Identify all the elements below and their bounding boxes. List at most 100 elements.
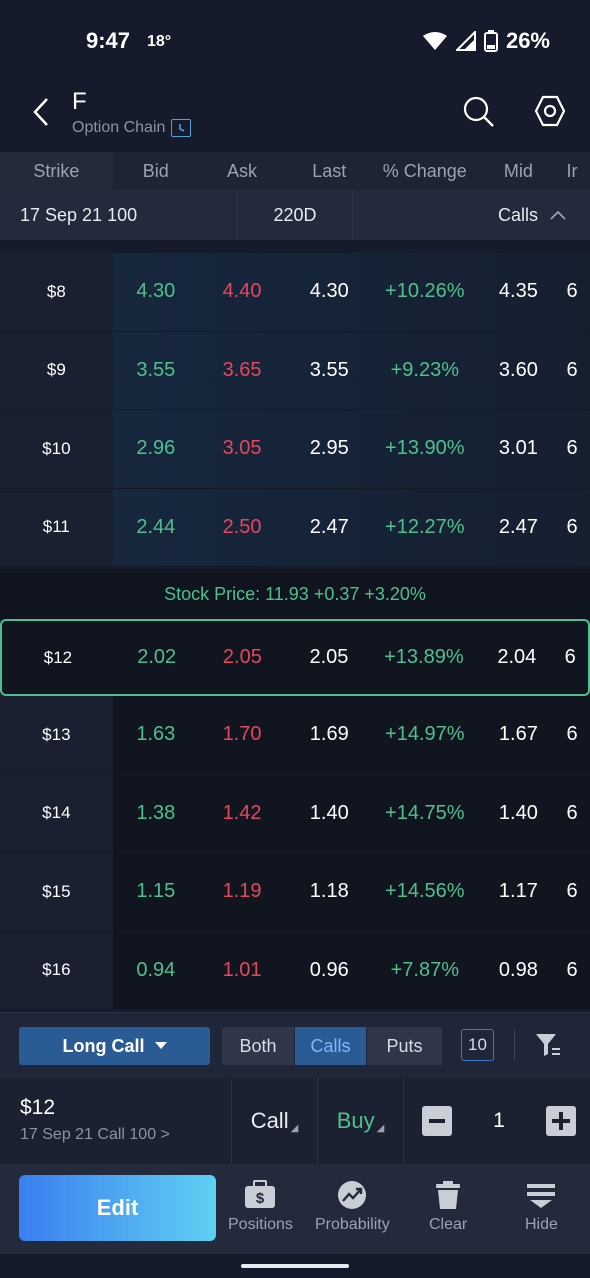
- plus-button[interactable]: [546, 1106, 576, 1136]
- table-row[interactable]: $9 3.55 3.65 3.55 +9.23% 3.60 6: [0, 331, 590, 410]
- chevron-left-icon: [33, 98, 48, 126]
- otm-rows: $13 1.63 1.70 1.69 +14.97% 1.67 6 $14 1.…: [0, 696, 590, 1010]
- cell-ask: 2.50: [222, 515, 262, 538]
- cell-iv: 6: [566, 358, 578, 381]
- cell-bid: 2.44: [136, 515, 176, 538]
- edit-button[interactable]: Edit: [19, 1175, 216, 1241]
- order-ticket: $12 17 Sep 21 Call 100 > Call ◢ Buy ◢ 1: [0, 1078, 590, 1164]
- clock-icon: [171, 119, 192, 137]
- cell-strike: $8: [0, 253, 113, 331]
- strategy-dropdown[interactable]: Long Call: [19, 1027, 210, 1065]
- trash-icon: [436, 1181, 461, 1209]
- cell-mid: 1.67: [498, 723, 538, 746]
- cell-last: 1.18: [309, 880, 349, 903]
- wifi-icon: [422, 32, 447, 50]
- option-type-label: Call: [250, 1108, 289, 1133]
- col-iv[interactable]: Ir: [566, 160, 578, 181]
- status-icons: 26%: [422, 28, 550, 54]
- col-mid[interactable]: Mid: [503, 160, 533, 181]
- back-button[interactable]: [26, 94, 56, 130]
- cell-iv: 6: [566, 958, 578, 981]
- cell-change: +7.87%: [390, 958, 459, 981]
- cell-strike: $13: [0, 696, 113, 774]
- cell-last: 3.55: [309, 358, 349, 381]
- cell-mid: 1.40: [498, 801, 538, 824]
- cell-mid: 3.60: [498, 358, 538, 381]
- table-row[interactable]: $10 2.96 3.05 2.95 +13.90% 3.01 6: [0, 410, 590, 489]
- strike-count-button[interactable]: 10: [461, 1029, 494, 1061]
- cell-mid: 2.04: [497, 646, 537, 668]
- nav-positions-label: Positions: [228, 1216, 293, 1233]
- cell-bid: 0.94: [136, 958, 176, 981]
- cell-bid: 3.55: [136, 358, 176, 381]
- search-button[interactable]: [462, 95, 496, 134]
- filter-calls-button[interactable]: Calls: [295, 1027, 367, 1065]
- search-icon: [463, 96, 494, 127]
- side-toggle[interactable]: Calls: [353, 205, 590, 226]
- expiry-date[interactable]: 17 Sep 21 100: [20, 204, 138, 225]
- cell-change: +10.26%: [385, 280, 465, 303]
- cell-last: 1.69: [309, 723, 349, 746]
- cell-bid: 2.02: [137, 646, 177, 668]
- cell-ask: 1.42: [222, 801, 262, 824]
- itm-rows: $8 4.30 4.40 4.30 +10.26% 4.35 6 $9 3.55…: [0, 253, 590, 567]
- cell-change: +14.56%: [385, 880, 465, 903]
- gear-icon: [534, 95, 566, 127]
- cell-iv: 6: [566, 437, 578, 460]
- header: F Option Chain: [0, 80, 590, 152]
- table-row[interactable]: $14 1.38 1.42 1.40 +14.75% 1.40 6: [0, 774, 590, 853]
- cell-ask: 1.01: [222, 958, 262, 981]
- signal-icon: [455, 31, 476, 51]
- settings-button[interactable]: [533, 94, 567, 133]
- option-type-select[interactable]: Call ◢: [232, 1078, 318, 1164]
- table-row[interactable]: $13 1.63 1.70 1.69 +14.97% 1.67 6: [0, 696, 590, 775]
- nav-positions[interactable]: $ Positions: [228, 1180, 293, 1234]
- cell-last: 0.96: [309, 958, 349, 981]
- hide-icon: [527, 1184, 556, 1208]
- table-row[interactable]: $16 0.94 1.01 0.96 +7.87% 0.98 6: [0, 931, 590, 1010]
- cell-ask: 4.40: [222, 280, 262, 303]
- nav-probability[interactable]: Probability: [315, 1180, 390, 1234]
- cell-ask: 2.05: [222, 646, 262, 668]
- cell-strike: $11: [0, 488, 113, 566]
- cell-strike: $15: [0, 853, 113, 931]
- cell-bid: 1.63: [136, 723, 176, 746]
- cell-change: +13.90%: [385, 437, 465, 460]
- expiry-bar[interactable]: 17 Sep 21 100 220D Calls: [0, 190, 590, 240]
- strategy-label: Long Call: [62, 1035, 145, 1056]
- svg-text:$: $: [256, 1190, 265, 1207]
- quantity-stepper: 1: [404, 1078, 590, 1164]
- corner-caret-icon: ◢: [376, 1123, 385, 1134]
- filter-both-button[interactable]: Both: [222, 1027, 295, 1065]
- col-change[interactable]: % Change: [382, 160, 467, 181]
- minus-button[interactable]: [422, 1106, 452, 1136]
- col-last[interactable]: Last: [312, 160, 347, 181]
- controls-bar: Long Call Both Calls Puts 10: [0, 1012, 590, 1078]
- home-indicator[interactable]: [241, 1264, 349, 1268]
- quantity-value[interactable]: 1: [493, 1109, 505, 1132]
- nav-clear-label: Clear: [429, 1216, 468, 1233]
- nav-hide[interactable]: Hide: [525, 1180, 558, 1234]
- order-side-select[interactable]: Buy ◢: [318, 1078, 404, 1164]
- nav-clear[interactable]: Clear: [429, 1180, 467, 1234]
- cell-strike: $9: [0, 331, 113, 409]
- table-row[interactable]: $15 1.15 1.19 1.18 +14.56% 1.17 6: [0, 853, 590, 932]
- cell-ask: 3.05: [222, 437, 262, 460]
- filter-puts-button[interactable]: Puts: [367, 1027, 443, 1065]
- table-row[interactable]: $8 4.30 4.40 4.30 +10.26% 4.35 6: [0, 253, 590, 332]
- page-title: F: [72, 88, 87, 115]
- status-bar: 9:47 18° 26%: [0, 0, 590, 80]
- cell-strike: $14: [0, 774, 113, 852]
- cell-ask: 3.65: [222, 358, 262, 381]
- col-bid[interactable]: Bid: [142, 160, 169, 181]
- filter-button[interactable]: [535, 1033, 561, 1062]
- col-ask[interactable]: Ask: [227, 160, 258, 181]
- selected-row[interactable]: $12 2.02 2.05 2.05 +13.89% 2.04 6: [0, 619, 590, 696]
- order-leg[interactable]: $12 17 Sep 21 Call 100 >: [0, 1078, 232, 1164]
- leg-description[interactable]: 17 Sep 21 Call 100 >: [20, 1126, 170, 1143]
- col-strike[interactable]: Strike: [0, 152, 113, 190]
- divider: [514, 1029, 515, 1061]
- table-row[interactable]: $11 2.44 2.50 2.47 +12.27% 2.47 6: [0, 488, 590, 567]
- nav-hide-label: Hide: [525, 1216, 558, 1233]
- cell-mid: 3.01: [498, 437, 538, 460]
